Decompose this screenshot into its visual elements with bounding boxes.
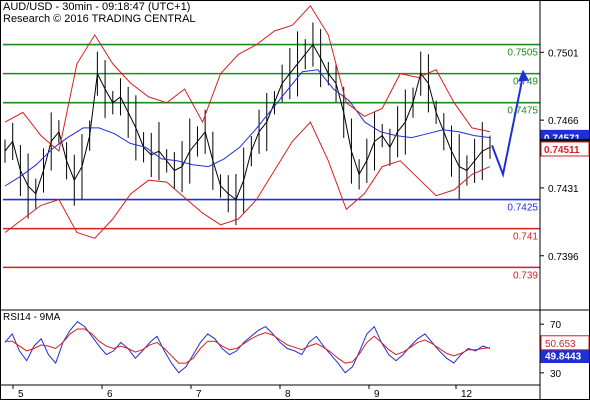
level-label: 0.7425 bbox=[507, 203, 538, 214]
x-tick-label: 12 bbox=[461, 389, 473, 400]
level-label: 0.749 bbox=[513, 77, 538, 88]
rsi-y-tick-label: 70 bbox=[550, 320, 562, 331]
price-line bbox=[4, 43, 491, 201]
rsi-value-label: 50.653 bbox=[545, 339, 576, 350]
price-tag-label: 0.74511 bbox=[544, 145, 580, 156]
bollinger-upper-line bbox=[4, 4, 491, 153]
rsi-value-label: 49.8443 bbox=[545, 352, 582, 363]
level-label: 0.7475 bbox=[507, 106, 538, 117]
y-tick-label: 0.7396 bbox=[548, 252, 579, 263]
price-tag bbox=[540, 141, 590, 157]
price-panel: 0.7505 0.749 0.7475 0.7425 0.741 0.739 bbox=[3, 4, 540, 281]
rsi-ma-line bbox=[5, 328, 491, 364]
x-tick-label: 8 bbox=[285, 389, 291, 400]
moving-average-line bbox=[4, 69, 491, 187]
rsi-value-tag bbox=[540, 335, 590, 351]
rsi-panel bbox=[4, 321, 491, 374]
rsi-panel-title: RSI14 - 9MA bbox=[3, 312, 61, 323]
projection-arrowhead-icon bbox=[518, 69, 529, 82]
x-tick-label: 9 bbox=[374, 389, 380, 400]
projection-arrow-line bbox=[491, 75, 524, 178]
y-tick-label: 0.7501 bbox=[548, 48, 579, 59]
rsi-y-tick-label: 30 bbox=[550, 369, 562, 380]
level-label: 0.7505 bbox=[507, 48, 538, 59]
y-tick-label: 0.7431 bbox=[548, 184, 579, 195]
chart-header-title: AUD/USD - 30min - 09:18:47 (UTC+1) bbox=[3, 1, 191, 13]
level-label: 0.741 bbox=[513, 232, 538, 243]
y-tick-label: 0.7466 bbox=[548, 116, 579, 127]
bollinger-lower-line bbox=[4, 121, 491, 239]
chart-header-copyright: Research © 2016 TRADING CENTRAL bbox=[3, 13, 196, 25]
x-tick-label: 7 bbox=[196, 389, 202, 400]
x-tick-label: 6 bbox=[107, 389, 113, 400]
level-label: 0.739 bbox=[513, 270, 538, 281]
x-tick-label: 5 bbox=[18, 389, 24, 400]
